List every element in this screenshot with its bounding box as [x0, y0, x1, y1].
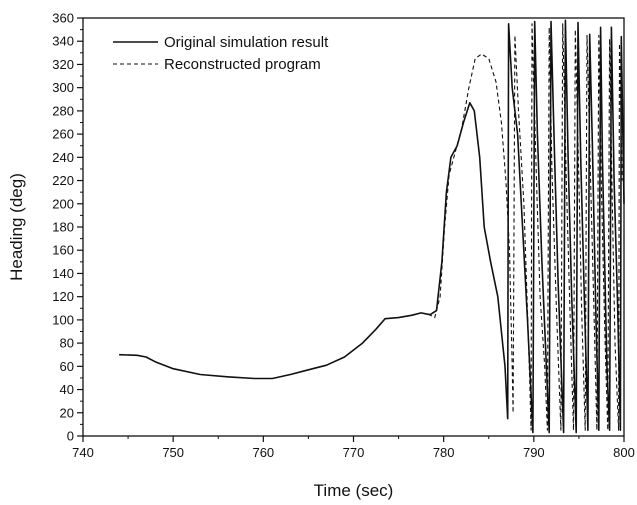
- x-tick-label: 750: [162, 445, 184, 460]
- y-tick-label: 180: [52, 220, 74, 235]
- y-tick-label: 360: [52, 11, 74, 26]
- legend-label-original: Original simulation result: [164, 34, 329, 51]
- x-tick-label: 790: [523, 445, 545, 460]
- y-tick-label: 220: [52, 173, 74, 188]
- y-tick-label: 120: [52, 289, 74, 304]
- legend-label-reconstructed: Reconstructed program: [164, 56, 321, 73]
- x-tick-label: 800: [613, 445, 635, 460]
- y-tick-label: 300: [52, 80, 74, 95]
- y-tick-label: 260: [52, 127, 74, 142]
- x-tick-label: 740: [72, 445, 94, 460]
- y-tick-label: 20: [60, 405, 74, 420]
- x-tick-label: 780: [433, 445, 455, 460]
- y-tick-label: 80: [60, 336, 74, 351]
- y-tick-label: 240: [52, 150, 74, 165]
- x-tick-label: 770: [343, 445, 365, 460]
- y-axis: 0 20 40 60 80 100 120 140 160 180 200 220 240 260 280 3…: [52, 11, 83, 444]
- y-tick-label: 160: [52, 243, 74, 258]
- y-tick-label: 100: [52, 312, 74, 327]
- x-axis: 740 750 760 770 780 790 800: [72, 436, 635, 460]
- legend: Original simulation result Reconstructed…: [113, 34, 329, 73]
- series-layer: [119, 19, 625, 434]
- plot-border: [82, 17, 625, 437]
- plot-area: [82, 17, 625, 437]
- y-tick-label: 40: [60, 382, 74, 397]
- x-tick-label: 760: [252, 445, 274, 460]
- y-tick-label: 340: [52, 34, 74, 49]
- y-tick-label: 0: [67, 429, 74, 444]
- y-axis-title: Heading (deg): [7, 173, 26, 281]
- series-line-0: [119, 19, 625, 434]
- series-line-1: [428, 23, 623, 431]
- y-tick-label: 140: [52, 266, 74, 281]
- y-tick-label: 60: [60, 359, 74, 374]
- y-tick-label: 200: [52, 196, 74, 211]
- y-tick-label: 280: [52, 103, 74, 118]
- y-tick-label: 320: [52, 57, 74, 72]
- x-axis-title: Time (sec): [314, 481, 394, 500]
